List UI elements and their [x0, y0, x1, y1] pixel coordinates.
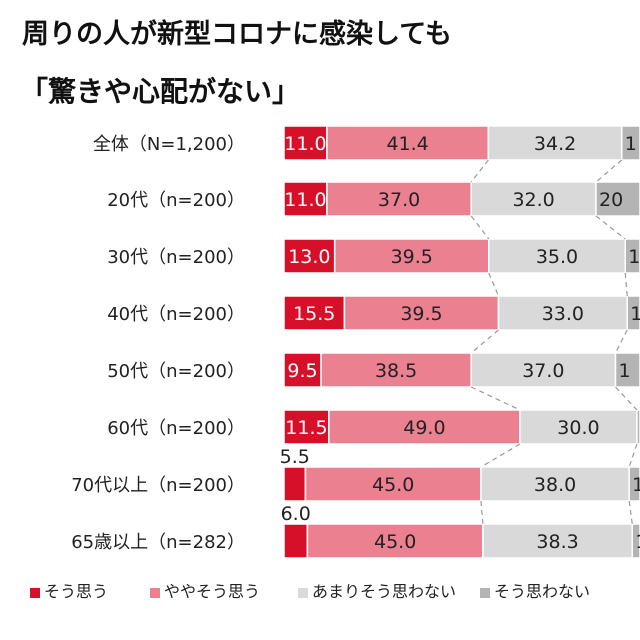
bar-segment	[304, 466, 482, 502]
legend-swatch	[150, 588, 160, 598]
connector-line	[628, 443, 638, 468]
data-label: 38.5	[375, 360, 417, 382]
data-label: 1	[635, 531, 640, 553]
legend-label: そう思う	[44, 582, 109, 601]
legend-item: ややそう思う	[150, 578, 260, 602]
bar-segment	[595, 181, 640, 217]
data-label: 35.0	[536, 246, 578, 268]
data-label: 9.5	[287, 360, 317, 382]
legend-item: そう思う	[30, 578, 108, 602]
data-label: 5.5	[280, 446, 310, 468]
category-label: 30代（n=200）	[107, 247, 245, 268]
category-label: 65歳以上（n=282）	[71, 532, 245, 553]
connector-line	[480, 500, 484, 525]
connector-line	[595, 159, 623, 183]
data-label: 38.3	[536, 531, 578, 553]
legend-label: ややそう思う	[164, 582, 261, 601]
bar-segment	[488, 238, 626, 274]
connector-line	[624, 272, 628, 297]
data-label: 15.5	[293, 303, 335, 325]
data-label: 37.0	[522, 360, 564, 382]
connector-line	[470, 329, 499, 354]
chart-title-line1: 周りの人が新型コロナに感染しても	[22, 19, 452, 50]
connector-line	[480, 443, 521, 468]
legend-label: あまりそう思わない	[312, 582, 457, 601]
bar-segment	[320, 352, 472, 388]
bar-segment	[283, 352, 322, 388]
bar-segment	[326, 181, 472, 217]
connector-line	[470, 159, 489, 183]
data-label: 37.0	[378, 189, 420, 211]
connector-line	[488, 272, 500, 297]
data-label: 33.0	[542, 303, 584, 325]
data-label: 11.0	[284, 133, 326, 155]
category-label: 20代（n=200）	[107, 190, 245, 211]
data-label: 32.0	[512, 189, 554, 211]
bar-segment	[628, 466, 640, 502]
connector-line	[614, 329, 628, 354]
category-label: 70代以上（n=200）	[71, 475, 245, 496]
bar-segment	[624, 238, 640, 274]
bar-segment	[470, 181, 597, 217]
data-label: 39.5	[391, 246, 433, 268]
connector-line	[628, 500, 633, 525]
bar-segment	[631, 523, 640, 559]
connector-line	[615, 386, 638, 411]
legend-item: あまりそう思わない	[298, 578, 456, 602]
data-label: 1	[632, 474, 640, 496]
data-label: 49.0	[403, 417, 445, 439]
data-label: 13.0	[288, 246, 330, 268]
data-label: 34.2	[534, 133, 576, 155]
data-label: 1	[628, 246, 640, 268]
bar-segment	[497, 295, 628, 331]
bar-segment	[614, 352, 640, 388]
data-label: 11.0	[284, 189, 326, 211]
category-label: 全体（N=1,200）	[93, 134, 245, 155]
bar-segment	[283, 125, 328, 161]
bar-segment	[343, 295, 500, 331]
chart-title-line2: 「驚きや心配がない」	[20, 75, 301, 108]
data-label: 41.4	[386, 133, 428, 155]
data-label: 1	[625, 133, 637, 155]
connector-line	[470, 386, 521, 411]
legend-label: そう思わない	[494, 582, 591, 601]
data-label: 38.0	[534, 474, 576, 496]
data-label: 30.0	[557, 417, 599, 439]
bar-segment	[283, 523, 309, 559]
bar-segment	[626, 295, 640, 331]
data-label: 39.5	[400, 303, 442, 325]
data-label: 45.0	[372, 474, 414, 496]
bar-segment	[283, 181, 328, 217]
legend-swatch	[298, 588, 308, 598]
category-label: 60代（n=200）	[107, 418, 245, 439]
bar-segment	[283, 238, 336, 274]
data-label: 20	[599, 189, 623, 211]
bar-segment	[470, 352, 617, 388]
data-label: 1	[630, 303, 640, 325]
legend-swatch	[480, 588, 490, 598]
data-label: 1	[619, 360, 631, 382]
data-label: 45.0	[374, 531, 416, 553]
legend-item: そう思わない	[480, 578, 590, 602]
connector-line	[595, 215, 626, 240]
category-label: 40代（n=200）	[107, 304, 245, 325]
bar-segment	[519, 409, 638, 445]
bar-segment	[306, 523, 484, 559]
category-label: 50代（n=200）	[107, 361, 245, 382]
bar-segment	[328, 409, 521, 445]
bar-segment	[636, 409, 640, 445]
legend-swatch	[30, 588, 40, 598]
bar-segment	[283, 466, 307, 502]
data-label: 11.5	[285, 417, 327, 439]
data-label: 6.0	[281, 503, 311, 525]
connector-line	[470, 215, 490, 240]
